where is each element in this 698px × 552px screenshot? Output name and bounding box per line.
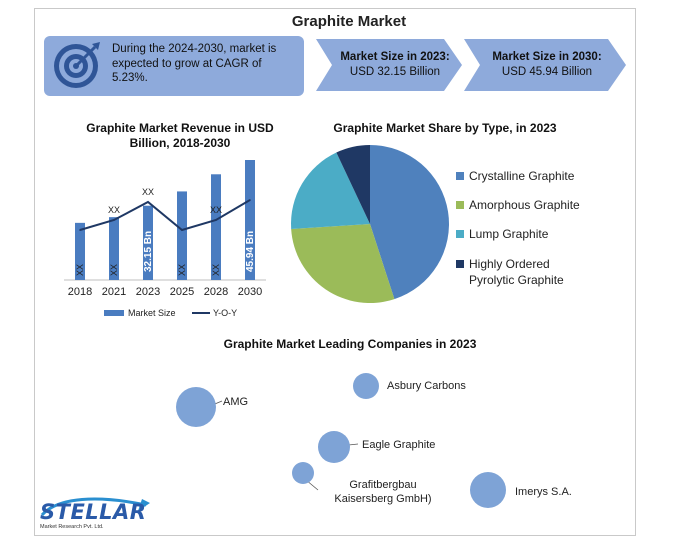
- pie-legend-item-3: Highly Ordered Pyrolytic Graphite: [456, 256, 586, 288]
- market-size-2023-value: USD 32.15 Billion: [349, 66, 441, 78]
- x-tick-2021: 2021: [102, 286, 126, 298]
- bar-chart-title: Graphite Market Revenue in USD Billion, …: [86, 121, 274, 150]
- yoy-point-2030: [249, 199, 251, 201]
- companies-title: Graphite Market Leading Companies in 202…: [223, 337, 477, 351]
- cagr-box: During the 2024-2030, market is expected…: [44, 36, 304, 96]
- bar-2028: [211, 174, 221, 280]
- market-size-2023-text: Market Size in 2023: USD 32.15 Billion: [332, 50, 458, 80]
- page-title: Graphite Market: [291, 13, 407, 30]
- market-size-2030-label: Market Size in 2030:: [492, 51, 602, 63]
- legend-market-size-swatch: [104, 310, 124, 316]
- pie-legend-swatch-3: [456, 260, 464, 268]
- market-size-2023-arrow: [316, 39, 462, 91]
- bar-label-2030: 45.94 Bn: [245, 231, 256, 272]
- yoy-point-2023: [147, 201, 149, 203]
- stellar-logo: STELLAR Market Research Pvt. Ltd.: [38, 495, 158, 533]
- pie-legend-label-1: Amorphous Graphite: [469, 198, 580, 212]
- logo-tagline: Market Research Pvt. Ltd.: [40, 524, 104, 530]
- bar-label-2025: XX: [177, 264, 187, 276]
- bar-label-2021: XX: [109, 264, 119, 276]
- company-label-asbury: Asbury Carbons: [387, 380, 466, 392]
- company-label-imerys: Imerys S.A.: [515, 486, 572, 498]
- market-size-2030-arrow: [464, 39, 626, 91]
- x-tick-2025: 2025: [170, 286, 194, 298]
- market-size-2030-text: Market Size in 2030: USD 45.94 Billion: [482, 50, 612, 80]
- pie-legend-swatch-0: [456, 172, 464, 180]
- bar-2030: [245, 160, 255, 280]
- target-icon: [54, 42, 100, 88]
- company-bubble-imerys: [470, 472, 506, 508]
- yoy-label-2021: XX: [108, 205, 120, 215]
- bar-2018: [75, 222, 85, 280]
- x-tick-2030: 2030: [238, 286, 262, 298]
- x-tick-2018: 2018: [68, 286, 92, 298]
- pie-slice-0: [370, 145, 449, 300]
- company-bubble-grafitbergbau: [292, 462, 314, 484]
- yoy-point-2018: [79, 229, 81, 231]
- yoy-line: [79, 199, 251, 232]
- pie-slice-1: [291, 224, 395, 303]
- logo-swoosh-icon: [40, 497, 150, 517]
- pie-legend-swatch-2: [456, 230, 464, 238]
- legend-yoy-label: Y-O-Y: [213, 308, 237, 318]
- company-label-grafitbergbau: Grafitbergbau Kaisersberg GmbH): [334, 479, 432, 505]
- bar-label-2018: XX: [75, 264, 85, 276]
- yoy-label-2023: XX: [142, 187, 154, 197]
- logo-brand: STELLAR: [40, 500, 147, 524]
- pie-legend-label-0: Crystalline Graphite: [469, 169, 575, 183]
- yoy-label-2028: XX: [210, 205, 222, 215]
- infographic-frame: [34, 8, 636, 536]
- legend-market-size-label: Market Size: [128, 308, 176, 318]
- pie-slice-3: [336, 145, 370, 224]
- market-size-2023-label: Market Size in 2023:: [340, 51, 450, 63]
- company-label-eagle: Eagle Graphite: [362, 439, 436, 451]
- company-bubble-asbury: [353, 373, 379, 399]
- pie-legend-item-0: Crystalline Graphite: [456, 168, 586, 184]
- pie-legend-swatch-1: [456, 201, 464, 209]
- bar-2025: [177, 191, 187, 280]
- yoy-point-2025: [181, 229, 183, 231]
- pie-chart-title: Graphite Market Share by Type, in 2023: [333, 121, 557, 135]
- pie-legend-label-2: Lump Graphite: [469, 227, 549, 241]
- market-size-2030-value: USD 45.94 Billion: [501, 66, 593, 78]
- company-label-amg: AMG: [223, 396, 249, 408]
- pie-legend-item-1: Amorphous Graphite: [456, 197, 586, 213]
- yoy-point-2021: [113, 219, 115, 221]
- pie-legend-label-3: Highly Ordered Pyrolytic Graphite: [469, 257, 564, 287]
- cagr-text: During the 2024-2030, market is expected…: [112, 43, 277, 84]
- pie-legend-item-2: Lump Graphite: [456, 226, 586, 242]
- x-tick-2023: 2023: [136, 286, 160, 298]
- bar-label-2023: 32.15 Bn: [143, 231, 154, 272]
- company-bubble-eagle: [318, 431, 350, 463]
- yoy-point-2028: [215, 219, 217, 221]
- company-bubble-amg: [176, 387, 216, 427]
- bar-2021: [109, 217, 119, 280]
- pie-slice-2: [290, 152, 370, 229]
- bar-2023: [143, 205, 153, 280]
- bar-label-2028: XX: [211, 264, 221, 276]
- x-tick-2028: 2028: [204, 286, 228, 298]
